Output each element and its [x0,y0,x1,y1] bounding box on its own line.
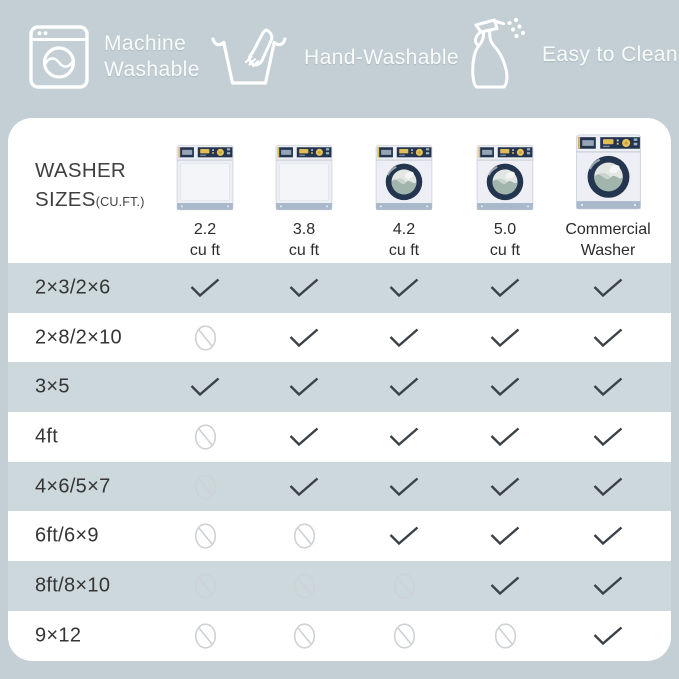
front-load-washer-illustration [349,124,459,216]
check-icon [286,278,322,298]
check-icon [590,427,626,447]
check-icon [590,576,626,596]
rug-size-label: 4ft [35,425,59,448]
column-header-5.0-cu-ft: 5.0 cu ft [450,124,560,261]
table-row: 9×12 [8,611,671,661]
not-allowed-icon [187,423,223,450]
top-load-washer-illustration [150,124,260,216]
check-icon [286,477,322,497]
table-row: 8ft/8×10 [8,561,671,611]
table-row: 2×3/2×6 [8,263,671,313]
rug-size-label: 8ft/8×10 [35,574,111,597]
check-icon [286,427,322,447]
badge-label: Machine Washable [104,32,200,81]
check-icon [487,576,523,596]
column-header-commercial-washer: Commercial Washer [553,124,663,261]
table-row: 4×6/5×7 [8,461,671,512]
badge-machine-washable: Machine Washable [28,24,200,90]
check-icon [286,377,322,397]
rug-size-label: 3×5 [35,375,70,398]
check-icon [286,328,322,348]
check-icon [187,278,223,298]
washing-machine-icon [28,24,90,90]
front-load-washer-illustration [553,124,663,216]
check-icon [187,377,223,397]
badge-hand-washable: Hand-Washable [210,27,459,89]
spray-bottle-icon [468,15,528,95]
check-icon [590,477,626,497]
corner-title-line2: SIZES(CU.FT.) [35,188,145,211]
not-allowed-icon [187,523,223,550]
check-icon [386,377,422,397]
check-icon [386,427,422,447]
check-icon [590,377,626,397]
washer-size-table-card: WASHER SIZES(CU.FT.) 2.2 cu ft 3.8 cu ft 4.2… [8,118,671,661]
not-allowed-icon [286,622,322,649]
not-allowed-icon [187,622,223,649]
column-label: 2.2 cu ft [189,221,221,259]
column-header-2.2-cu-ft: 2.2 cu ft [150,124,260,261]
corner-title-line1: WASHER [35,159,127,182]
column-label: 3.8 cu ft [288,221,320,259]
rug-size-label: 4×6/5×7 [35,475,111,498]
not-allowed-icon [187,572,223,599]
column-header-4.2-cu-ft: 4.2 cu ft [349,124,459,261]
table-row: 6ft/6×9 [8,511,671,561]
check-icon [386,477,422,497]
check-icon [487,526,523,546]
rug-size-label: 2×3/2×6 [35,276,111,299]
check-icon [386,526,422,546]
hand-wash-icon [210,27,288,89]
not-allowed-icon [386,622,422,649]
rug-size-label: 2×8/2×10 [35,326,122,349]
not-allowed-icon [187,473,223,500]
check-icon [487,328,523,348]
corner-title-units: (CU.FT.) [95,195,145,209]
not-allowed-icon [487,622,523,649]
rug-size-label: 6ft/6×9 [35,524,99,547]
badge-label: Hand-Washable [304,46,459,69]
check-icon [590,328,626,348]
not-allowed-icon [286,523,322,550]
column-label: Commercial Washer [565,221,651,259]
check-icon [487,377,523,397]
check-icon [487,477,523,497]
top-load-washer-illustration [249,124,359,216]
rug-size-label: 9×12 [35,624,82,647]
check-icon [590,626,626,646]
column-label: 5.0 cu ft [489,221,521,259]
table-body: 2×3/2×6 2×8/2×10 3×5 4ft 4×6/5×7 6ft/6×9 8ft/8… [8,263,671,661]
not-allowed-icon [187,324,223,351]
check-icon [487,427,523,447]
front-load-washer-illustration [450,124,560,216]
badge-easy-to-clean: Easy to Clean [468,15,678,95]
not-allowed-icon [386,572,422,599]
table-row: 4ft [8,412,671,462]
check-icon [386,278,422,298]
column-label: 4.2 cu ft [388,221,420,259]
check-icon [386,328,422,348]
check-icon [590,526,626,546]
column-header-3.8-cu-ft: 3.8 cu ft [249,124,359,261]
table-header: WASHER SIZES(CU.FT.) 2.2 cu ft 3.8 cu ft 4.2… [8,118,671,263]
not-allowed-icon [286,572,322,599]
table-row: 2×8/2×10 [8,313,671,363]
check-icon [487,278,523,298]
check-icon [590,278,626,298]
corner-title: WASHER SIZES(CU.FT.) [35,156,145,217]
badge-label: Easy to Clean [542,43,678,66]
table-row: 3×5 [8,362,671,413]
feature-badges: Machine Washable Hand-Washable Easy to Clea… [0,0,679,118]
